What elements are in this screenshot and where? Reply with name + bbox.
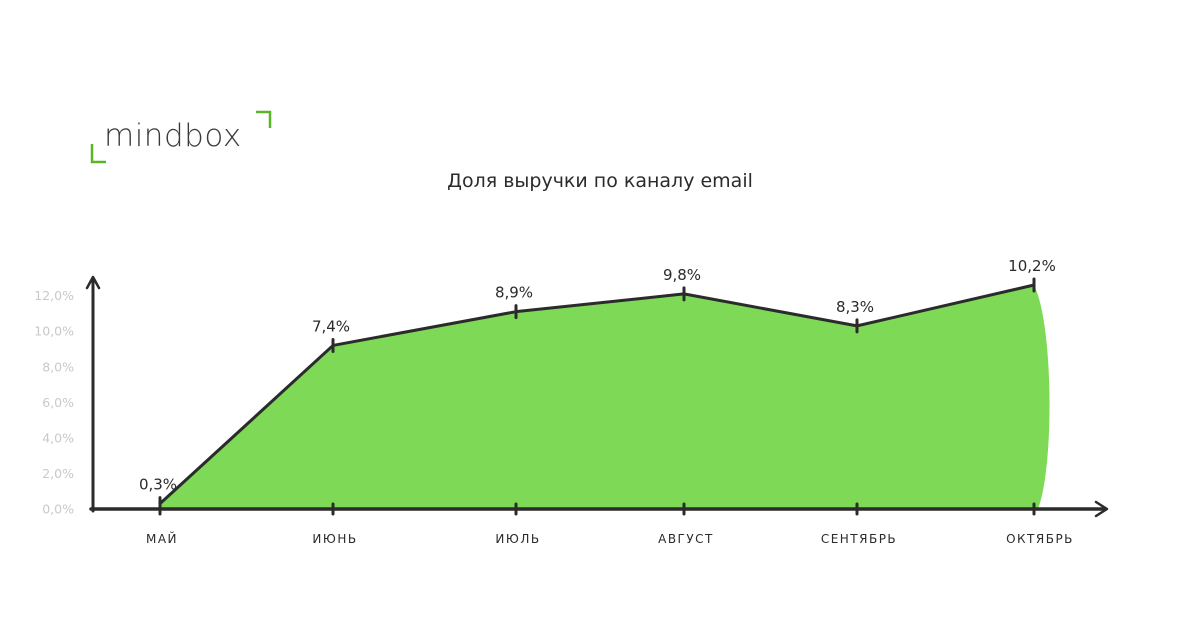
x-axis-arrow [1094, 500, 1109, 518]
mindbox-logo: mindbox [88, 108, 278, 168]
y-tick-label: 12,0% [34, 288, 74, 303]
category-label: СЕНТЯБРЬ [821, 532, 897, 546]
logo-wordmark: mindbox [104, 118, 242, 154]
category-label: ИЮНЬ [312, 532, 357, 546]
area-fill [160, 285, 1050, 509]
y-tick-label: 0,0% [42, 502, 74, 517]
y-tick-label: 6,0% [42, 395, 74, 410]
data-label: 9,8% [663, 266, 701, 284]
y-tick-label: 4,0% [42, 430, 74, 445]
data-label: 0,3% [139, 476, 177, 494]
y-tick-label: 8,0% [42, 359, 74, 374]
series-line [158, 283, 1036, 506]
data-label: 8,3% [836, 298, 874, 316]
category-label: ИЮЛЬ [495, 532, 540, 546]
y-axis-arrow [85, 275, 101, 290]
y-tick-label: 2,0% [42, 466, 74, 481]
data-label: 8,9% [495, 284, 533, 302]
data-label: 7,4% [312, 317, 350, 335]
category-label: АВГУСТ [658, 532, 714, 546]
y-tick-label: 10,0% [34, 324, 74, 339]
chart-title: Доля выручки по каналу email [447, 170, 753, 192]
category-label: МАЙ [146, 531, 178, 546]
logo-bracket-icon [90, 110, 272, 164]
category-label: ОКТЯБРЬ [1006, 532, 1074, 546]
data-label: 10,2% [1008, 257, 1056, 275]
